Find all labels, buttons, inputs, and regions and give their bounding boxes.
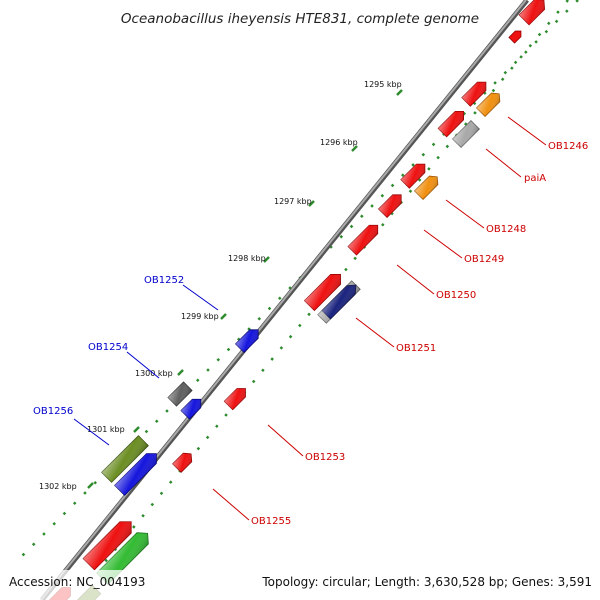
scale-label-1298: 1298 kbp <box>228 254 266 263</box>
leader-lines-red <box>212 116 547 521</box>
gene-feature[interactable] <box>223 384 249 411</box>
gene-label-paia[interactable]: paiA <box>524 173 546 184</box>
gene-feature[interactable] <box>451 119 481 149</box>
gene-label-ob1251[interactable]: OB1251 <box>396 343 436 354</box>
outer-tick-track <box>17 0 579 561</box>
gene-label-ob1250[interactable]: OB1250 <box>436 290 476 301</box>
gene-labels-red: OB1246 paiA OB1248 OB1249 OB1250 OB1251 … <box>251 141 588 527</box>
gene-feature[interactable] <box>180 395 205 420</box>
gene-feature[interactable] <box>172 450 196 473</box>
gene-feature[interactable] <box>461 78 490 107</box>
gene-feature[interactable] <box>303 269 345 312</box>
footer-backdrop-left <box>0 570 160 600</box>
tick-1296 <box>351 145 358 152</box>
gene-label-ob1248[interactable]: OB1248 <box>486 224 526 235</box>
gene-label-ob1252[interactable]: OB1252 <box>144 275 184 286</box>
scale-label-1302: 1302 kbp <box>39 482 77 491</box>
gene-feature[interactable] <box>114 449 162 496</box>
gene-label-ob1256[interactable]: OB1256 <box>33 406 73 417</box>
gene-feature[interactable] <box>317 280 361 324</box>
gene-feature[interactable] <box>234 326 263 354</box>
tick-1298 <box>263 256 270 263</box>
gene-feature[interactable] <box>400 160 429 189</box>
tick-1299 <box>220 313 227 320</box>
tick-1297 <box>308 200 315 207</box>
gene-feature[interactable] <box>167 381 193 407</box>
gene-feature[interactable] <box>377 191 406 219</box>
tick-1302 <box>87 482 94 489</box>
gene-label-ob1246[interactable]: OB1246 <box>548 141 588 152</box>
gene-feature[interactable] <box>101 435 149 483</box>
scale-label-1295: 1295 kbp <box>364 80 402 89</box>
gene-labels-blue: OB1252 OB1254 OB1256 <box>33 275 184 417</box>
gene-feature[interactable] <box>475 90 504 118</box>
footer-backdrop-right <box>256 570 600 600</box>
tick-1301 <box>133 426 140 433</box>
tick-1300 <box>177 369 184 376</box>
gene-feature[interactable] <box>82 516 137 571</box>
gene-label-ob1249[interactable]: OB1249 <box>464 254 504 265</box>
gene-label-ob1254[interactable]: OB1254 <box>88 342 128 353</box>
scale-label-1299: 1299 kbp <box>181 312 219 321</box>
leader-lines-blue <box>73 284 219 446</box>
gene-feature[interactable] <box>518 0 549 26</box>
map-title: Oceanobacillus iheyensis HTE831, complet… <box>121 11 479 27</box>
genome-summary-text: Topology: circular; Length: 3,630,528 bp… <box>261 575 592 589</box>
accession-text: Accession: NC_004193 <box>9 575 145 589</box>
tick-1295 <box>396 89 403 96</box>
scale-label-1301: 1301 kbp <box>87 425 125 434</box>
gene-label-ob1253[interactable]: OB1253 <box>305 452 345 463</box>
scale-label-1296: 1296 kbp <box>320 138 358 147</box>
gene-feature[interactable] <box>347 221 382 256</box>
gene-feature[interactable] <box>437 107 468 138</box>
gene-label-ob1255[interactable]: OB1255 <box>251 516 291 527</box>
gene-feature[interactable] <box>508 28 524 44</box>
scale-label-1297: 1297 kbp <box>274 197 312 206</box>
genome-backbone <box>40 0 529 600</box>
gene-feature[interactable] <box>413 173 442 201</box>
